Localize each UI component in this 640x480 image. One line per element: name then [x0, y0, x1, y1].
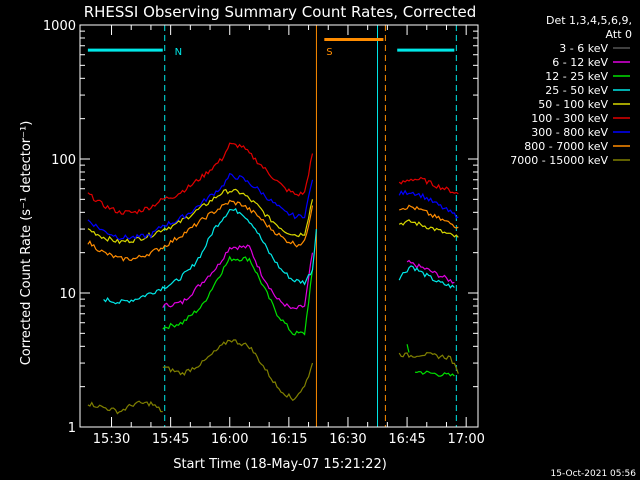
series-line	[162, 244, 314, 310]
series-line	[103, 207, 317, 305]
series-line	[406, 270, 455, 289]
x-tick-label: 16:45	[388, 432, 425, 447]
x-tick-label: 17:00	[447, 432, 484, 447]
footer-timestamp: 15-Oct-2021 05:56	[551, 469, 637, 479]
legend-entry-label: 6 - 12 keV	[552, 56, 608, 69]
annotation-label: S	[326, 47, 332, 58]
series-line	[398, 351, 459, 374]
series-line	[87, 142, 314, 215]
y-tick-label: 1	[68, 421, 76, 436]
series-line	[87, 400, 163, 415]
series-line	[398, 189, 459, 219]
annotation-label: N	[175, 47, 182, 58]
legend-header: Att 0	[606, 28, 632, 41]
plot-frame	[79, 24, 479, 428]
y-tick-label: 1000	[43, 19, 76, 34]
series-line	[399, 204, 459, 229]
series-group	[87, 142, 459, 415]
y-tick-label: 100	[51, 153, 76, 168]
series-line	[87, 199, 314, 262]
x-tick-label: 16:30	[329, 432, 366, 447]
series-line	[414, 370, 455, 377]
series-line	[398, 265, 455, 289]
x-axis-label: Start Time (18-May-07 15:21:22)	[173, 457, 387, 472]
axes-group: 15:30 15:45 16:00 16:15 16:30 16:45 17:00 1 10 10…	[43, 19, 485, 447]
x-tick-label: 16:00	[211, 432, 248, 447]
legend-entry-label: 800 - 7000 keV	[524, 140, 608, 153]
status-bars	[87, 37, 455, 52]
series-line	[406, 344, 410, 353]
legend-entry-label: 25 - 50 keV	[545, 84, 608, 97]
legend-entry-label: 12 - 25 keV	[545, 70, 608, 83]
series-line	[406, 259, 455, 284]
chart-title: RHESSI Observing Summary Count Rates, Co…	[84, 3, 477, 21]
y-axis-label: Corrected Count Rate (s⁻¹ detector⁻¹)	[19, 121, 34, 366]
x-tick-label: 15:30	[93, 432, 130, 447]
legend-entry-label: 100 - 300 keV	[531, 112, 608, 125]
series-line	[398, 219, 459, 238]
legend-entry-label: 300 - 800 keV	[531, 126, 608, 139]
legend-entry-label: 3 - 6 keV	[559, 42, 608, 55]
legend-header: Det 1,3,4,5,6,9,	[546, 14, 632, 27]
series-line	[162, 339, 314, 402]
series-line	[87, 172, 314, 241]
x-tick-label: 15:45	[152, 432, 189, 447]
series-line	[87, 188, 314, 245]
series-line	[398, 176, 459, 195]
series-line	[162, 256, 314, 356]
legend-entry-label: 7000 - 15000 keV	[510, 154, 608, 167]
legend-entry-label: 50 - 100 keV	[538, 98, 608, 111]
y-tick-label: 10	[59, 287, 76, 302]
series-line	[162, 255, 314, 336]
x-tick-label: 16:15	[270, 432, 307, 447]
